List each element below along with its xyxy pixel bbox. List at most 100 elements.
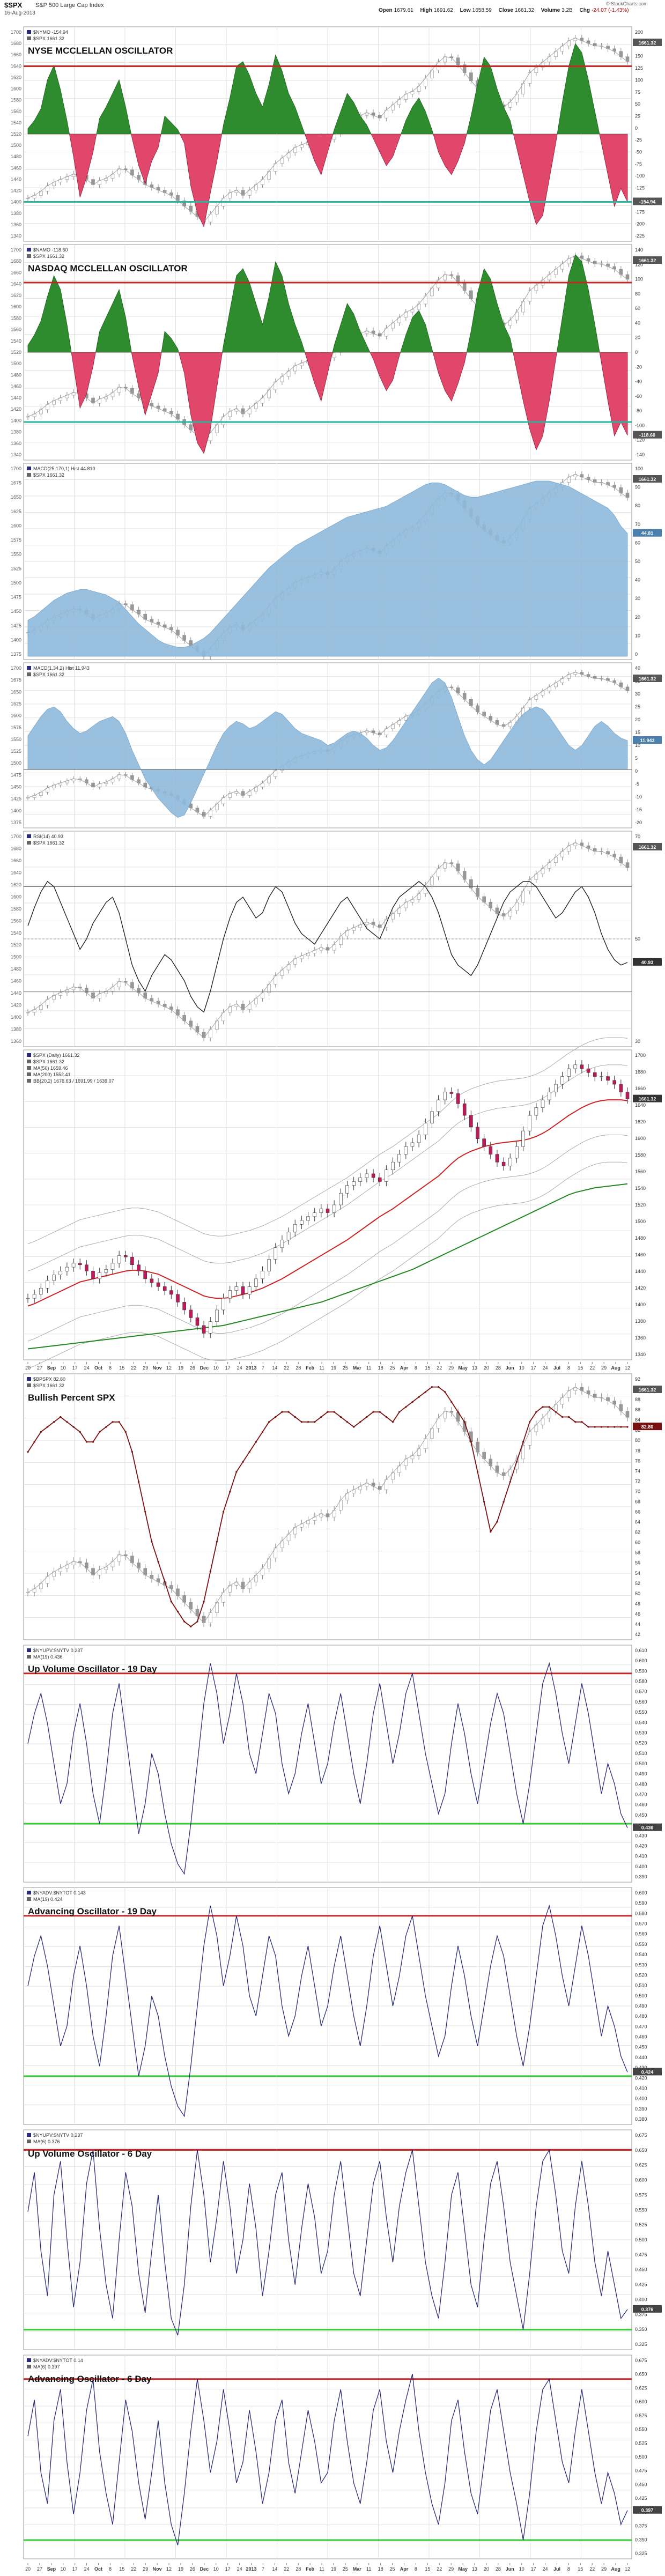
right-tick-label: 20: [635, 717, 640, 722]
right-tick-label: 0.460: [635, 2034, 647, 2040]
legend-entry: $NYUPV:$NYTV 0.237: [33, 1648, 83, 1653]
bullish-percent-point: [581, 1421, 583, 1423]
oscillator-line: [27, 2373, 628, 2545]
legend-entry: $SPX 1661.32: [33, 472, 64, 478]
right-tick-label: 25: [635, 113, 640, 119]
right-tick-label: 0.490: [635, 1771, 647, 1776]
bullish-percent-point: [535, 1411, 537, 1413]
right-tick-label: 84: [635, 1417, 640, 1423]
bullish-percent-point: [124, 1431, 127, 1433]
candle-body: [26, 797, 30, 798]
x-tick-label: 12: [625, 1365, 630, 1371]
spx-overlay: [26, 670, 630, 819]
legend-entry: MA(6) 0.376: [33, 2139, 60, 2144]
bullish-percent-point: [53, 1421, 55, 1423]
bollinger-band-line: [27, 1161, 628, 1369]
right-tick-label: 40: [635, 320, 640, 325]
right-tick-label: 0.500: [635, 2454, 647, 2460]
spx-value-label: 1661.32: [639, 40, 656, 46]
last-value-label-box: [633, 958, 662, 966]
candle-body: [306, 1216, 310, 1221]
left-tick-label: 1600: [11, 894, 21, 899]
right-tick-label: 60: [635, 306, 640, 311]
left-tick-label: 1540: [11, 930, 21, 936]
left-tick-label: 1560: [11, 109, 21, 114]
x-tick-label: May: [458, 2566, 468, 2572]
right-tick-label: 1640: [635, 1102, 646, 1108]
candle-body: [586, 1068, 590, 1073]
x-tick-label: 29: [601, 1365, 607, 1371]
right-tick-label: 80: [635, 291, 640, 297]
legend-entry: $NYMO -154.94: [33, 29, 68, 35]
bullish-percent-point: [391, 1421, 394, 1423]
x-tick-label: 25: [390, 2566, 395, 2572]
x-tick-label: Nov: [153, 2566, 162, 2572]
candle-body: [26, 1298, 30, 1299]
panel-macd_short: 4035302520151050-5-10-15-201700167516501…: [11, 662, 662, 828]
candle-body: [534, 1107, 538, 1116]
x-tick-label: 19: [178, 2566, 183, 2572]
bullish-percent-point: [60, 1416, 62, 1418]
candle-body: [46, 1280, 49, 1289]
bullish-percent-point: [411, 1401, 413, 1403]
candle-body: [469, 1115, 473, 1128]
right-tick-label: 0.475: [635, 2252, 647, 2257]
right-tick-label: -75: [635, 161, 642, 167]
x-tick-label: Mar: [353, 1365, 362, 1371]
right-tick-label: 80: [635, 1438, 640, 1443]
left-tick-label: 1525: [11, 566, 21, 571]
legend-swatch: [27, 841, 31, 845]
left-tick-label: 1640: [11, 282, 21, 287]
right-tick-label: 0.325: [635, 2342, 647, 2347]
legend-swatch: [27, 1053, 31, 1057]
x-tick-label: 24: [237, 2566, 242, 2572]
x-tick-label: 7: [262, 1365, 264, 1371]
right-tick-label: 100: [635, 466, 643, 471]
x-tick-label: 10: [61, 2566, 66, 2572]
bullish-percent-point: [314, 1421, 316, 1423]
x-tick-label: 24: [84, 2566, 90, 2572]
bullish-percent-point: [46, 1426, 49, 1428]
candle-body: [515, 1146, 519, 1159]
candle-body: [261, 1271, 264, 1279]
right-tick-label: 0.425: [635, 2496, 647, 2501]
right-tick-label: -25: [635, 137, 642, 143]
x-tick-label: May: [458, 1365, 468, 1371]
spx-line: [27, 1387, 628, 1624]
right-tick-label: 0.600: [635, 1658, 647, 1663]
right-tick-label: 0.350: [635, 2537, 647, 2542]
candle-body: [32, 1294, 36, 1299]
right-tick-label: 72: [635, 1478, 640, 1484]
spx-overlay: [26, 1383, 630, 1627]
bullish-percent-point: [587, 1426, 589, 1428]
left-tick-label: 1600: [11, 523, 21, 528]
candle-body: [274, 1247, 278, 1260]
x-tick-label: 2013: [246, 2566, 256, 2572]
candle-body: [286, 1232, 291, 1240]
right-tick-label: -125: [635, 186, 645, 191]
right-tick-label: -140: [635, 452, 645, 457]
left-tick-label: 1340: [11, 452, 21, 457]
x-tick-label: 18: [378, 1365, 383, 1371]
x-tick-label: 28: [295, 1365, 301, 1371]
legend-entry: MA(19) 0.424: [33, 1897, 63, 1902]
right-tick-label: 0.375: [635, 2312, 647, 2317]
bullish-percent-point: [196, 1620, 198, 1623]
left-tick-label: 1460: [11, 979, 21, 984]
right-tick-label: -100: [635, 173, 645, 179]
bullish-percent-point: [450, 1401, 453, 1403]
candle-body: [71, 1263, 76, 1268]
right-tick-label: 88: [635, 1397, 640, 1402]
panel-bpspx: 9290888684828078767472706866646260585654…: [23, 1373, 662, 1640]
x-tick-label: 28: [496, 1365, 501, 1371]
x-tick-label: 28: [295, 2566, 301, 2572]
x-tick-label: 19: [178, 1365, 183, 1371]
x-tick-label: 8: [415, 1365, 417, 1371]
left-tick-label: 1520: [11, 350, 21, 355]
right-tick-label: 0.570: [635, 1921, 647, 1927]
panel-namo: 140120100806040200-20-40-60-80-100-120-1…: [11, 244, 662, 461]
high-value: 1691.62: [433, 8, 453, 13]
left-tick-label: 1480: [11, 966, 21, 972]
left-tick-label: 1700: [11, 834, 21, 839]
right-tick-label: 0.575: [635, 2192, 647, 2197]
